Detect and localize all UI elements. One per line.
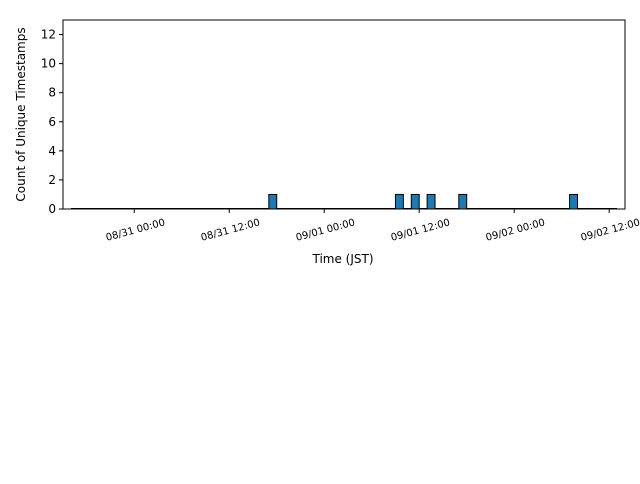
y-tick-label: 2	[48, 173, 56, 187]
histogram-bar-5	[569, 193, 579, 210]
histogram-bar-4	[458, 193, 468, 210]
x-tick-label: 08/31 12:00	[200, 217, 262, 243]
y-tick-label: 10	[41, 57, 56, 71]
x-tick-label: 09/01 12:00	[390, 217, 452, 243]
histogram-bar-1	[394, 193, 404, 210]
y-tick-label: 0	[48, 202, 56, 216]
x-tick-label: 09/01 00:00	[295, 217, 357, 243]
x-axis-label: Time (JST)	[311, 252, 373, 266]
x-tick-label: 09/02 12:00	[580, 217, 640, 243]
plot-frame	[62, 19, 626, 210]
y-tick-label: 6	[48, 115, 56, 129]
histogram-bar-2	[410, 193, 420, 210]
y-axis-ticks: 0 2 4 6 8 10 12	[41, 28, 63, 216]
y-tick-label: 12	[41, 28, 56, 42]
y-axis-label: Count of Unique Timestamps	[14, 27, 28, 201]
y-tick-label: 8	[48, 86, 56, 100]
bars-layer	[70, 193, 618, 210]
y-tick-label: 4	[48, 144, 56, 158]
histogram-bar-0	[268, 193, 278, 210]
x-tick-label: 09/02 00:00	[485, 217, 547, 243]
histogram-bar-3	[426, 193, 436, 210]
x-axis-ticks: 08/31 00:00 08/31 12:00 09/01 00:00 09/01 1…	[105, 209, 640, 244]
x-tick-label: 08/31 00:00	[105, 217, 167, 243]
